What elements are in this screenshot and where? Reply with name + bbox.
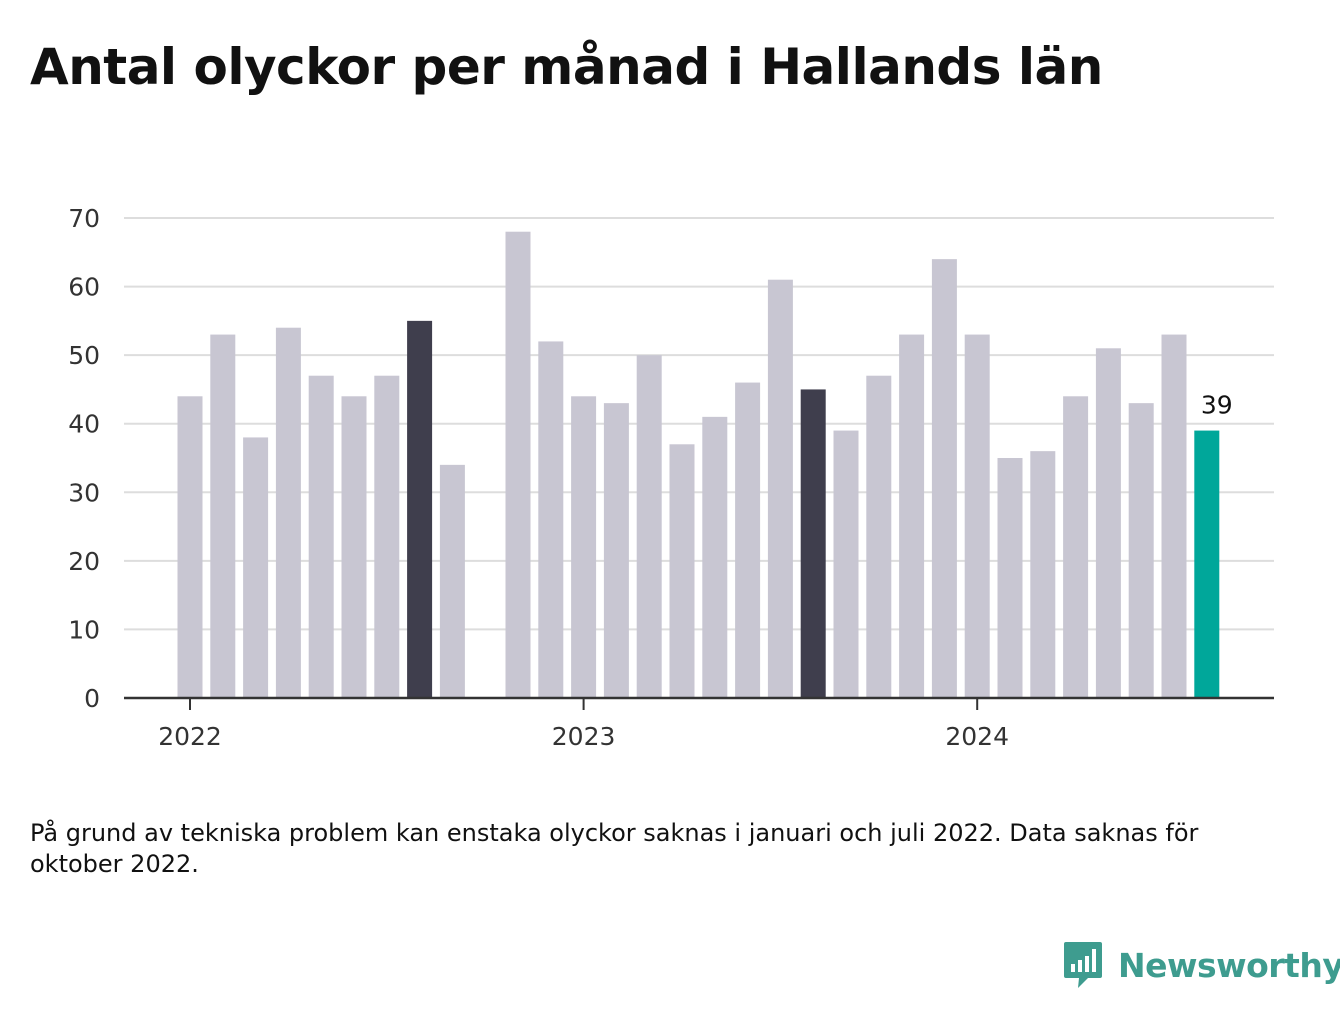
bar-2024-03 (1030, 451, 1056, 698)
bar-2022-08 (407, 320, 433, 698)
bar-2024-02 (997, 458, 1023, 698)
bar-2022-03 (243, 437, 269, 698)
bar-2023-09 (833, 430, 859, 698)
bar-2022-01 (177, 396, 203, 698)
y-tick-label: 60 (68, 273, 100, 302)
y-tick-label: 0 (84, 684, 100, 713)
y-tick-label: 20 (68, 547, 100, 576)
bar-2022-02 (210, 334, 236, 698)
data-labels: 39 (1201, 391, 1233, 420)
x-axis-ticks: 2022 2023 2024 (158, 698, 1009, 751)
bar-2024-07 (1161, 334, 1187, 698)
bar-2023-08 (800, 389, 826, 698)
bar-2022-06 (341, 396, 367, 698)
bars (177, 231, 1220, 698)
y-tick-label: 70 (68, 204, 100, 233)
bar-2023-11 (899, 334, 925, 698)
x-tick-label: 2024 (945, 722, 1009, 751)
bar-2023-12 (931, 259, 957, 698)
bar-2024-01 (964, 334, 990, 698)
x-tick-label: 2023 (552, 722, 616, 751)
bar-2023-03 (636, 355, 662, 698)
brand-logo: Newsworthy (1062, 938, 1340, 992)
bar-2023-05 (702, 416, 728, 698)
bar-2022-04 (275, 327, 301, 698)
bar-2022-12 (538, 341, 564, 698)
y-axis-ticks: 0 10 20 30 40 50 60 70 (68, 204, 100, 713)
brand-name: Newsworthy (1118, 945, 1340, 985)
bar-2023-10 (866, 375, 892, 698)
bar-2023-04 (669, 444, 695, 698)
chart-title: Antal olyckor per månad i Hallands län (30, 38, 1103, 96)
y-tick-label: 30 (68, 478, 100, 507)
bar-2024-08 (1194, 430, 1220, 698)
y-tick-label: 10 (68, 615, 100, 644)
data-label-latest: 39 (1201, 391, 1233, 420)
bar-2022-09 (439, 464, 465, 698)
y-tick-label: 40 (68, 410, 100, 439)
bar-2022-07 (374, 375, 400, 698)
bar-2024-04 (1063, 396, 1089, 698)
bar-2023-06 (735, 382, 761, 698)
bar-2023-02 (603, 403, 629, 698)
y-tick-label: 50 (68, 341, 100, 370)
bar-2024-05 (1095, 348, 1121, 698)
bar-2022-11 (505, 231, 531, 698)
footnote: På grund av tekniska problem kan enstaka… (30, 819, 1199, 878)
bar-2022-05 (308, 375, 334, 698)
newsworthy-logo-icon (1064, 942, 1102, 988)
bar-chart: 0 10 20 30 40 50 60 70 2022 2023 2024 39 (68, 204, 1274, 751)
bar-2023-01 (571, 396, 597, 698)
x-tick-label: 2022 (158, 722, 222, 751)
bar-2024-06 (1128, 403, 1154, 698)
bar-2023-07 (767, 279, 793, 698)
